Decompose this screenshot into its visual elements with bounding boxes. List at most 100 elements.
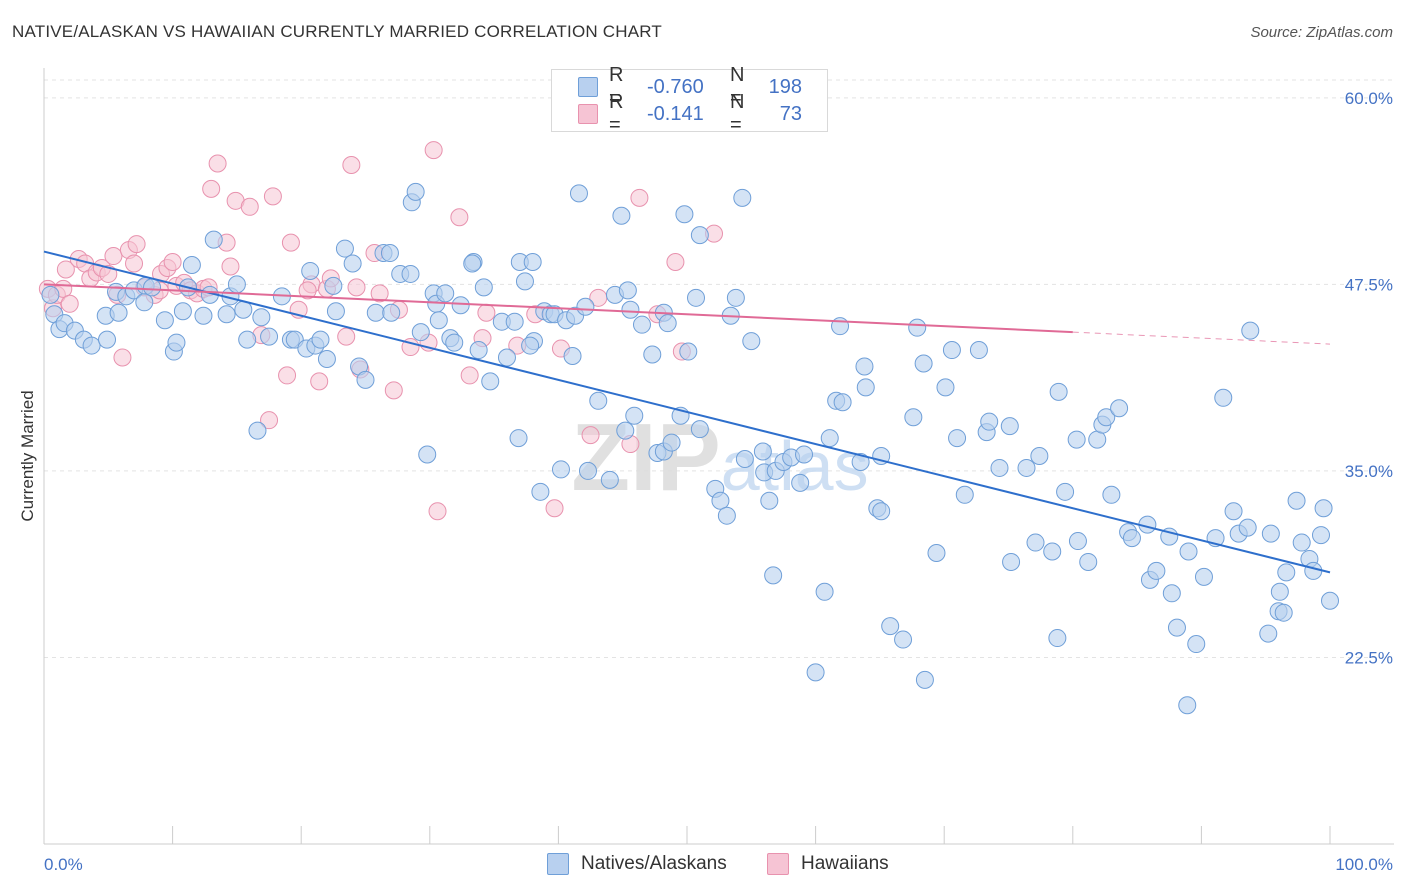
hawaiian-point [56,260,75,279]
native-alaskan-point [155,311,174,330]
axes [43,68,1394,845]
hawaiian-point [202,179,221,198]
native-alaskan-point [382,303,401,322]
hawaiian-point [347,278,366,297]
native-alaskan-point [1241,321,1260,340]
legend-label-hawaiians: Hawaiians [801,853,889,874]
native-alaskan-point [618,281,637,300]
native-alaskan-point [497,348,516,367]
hawaiian-point [221,257,240,276]
hawaiian-point [450,208,469,227]
native-alaskan-point [855,357,874,376]
native-alaskan-point [1048,629,1067,648]
native-alaskan-point [1178,696,1197,715]
native-alaskan-point [521,336,540,355]
legend-r-value: -0.760 [647,75,704,98]
native-alaskan-point [820,429,839,448]
chart-title: NATIVE/ALASKAN VS HAWAIIAN CURRENTLY MAR… [12,22,663,41]
native-alaskan-point [82,336,101,355]
native-alaskan-point [260,327,279,346]
native-alaskan-point [612,206,631,225]
native-alaskan-point [908,318,927,337]
native-alaskan-point [625,406,644,425]
native-alaskan-point [1194,567,1213,586]
native-alaskan-point [1079,552,1098,571]
native-alaskan-point [481,372,500,391]
hawaiian-point [163,253,182,271]
native-alaskan-point [856,378,875,397]
hawaiian-point [99,264,118,283]
native-alaskan-point [621,300,640,319]
native-alaskan-point [98,330,117,349]
native-alaskan-point [687,288,706,307]
native-alaskan-point [915,670,934,689]
native-alaskan-point [632,315,651,334]
native-alaskan-point [616,421,635,440]
native-alaskan-point [679,342,698,361]
native-alaskan-point [505,312,524,331]
hawaiian-point [370,284,389,303]
hawaiian-point [384,381,403,400]
native-alaskan-point [1270,582,1289,601]
native-alaskan-point [1056,482,1075,501]
hawaiian-point [127,235,146,254]
hawaiian-point [428,502,447,521]
native-alaskan-point [1068,532,1087,551]
native-alaskan-point [356,370,375,389]
native-alaskan-point [1224,502,1243,521]
hawaiian-point [113,348,132,367]
legend-r-value: -0.141 [647,102,704,125]
native-alaskan-point [1261,524,1280,543]
native-alaskan-point [1321,591,1339,610]
y-tick-label: 47.5% [1345,275,1393,294]
native-alaskan-point [1049,382,1068,401]
hawaiian-point [125,254,144,273]
native-alaskan-point [791,473,810,492]
native-alaskan-point [742,332,761,351]
native-alaskan-point [643,345,662,364]
native-alaskan-point [675,205,694,224]
native-alaskan-point [927,544,946,562]
legend-label-natives: Natives/Alaskans [581,853,727,874]
native-alaskan-point [1277,563,1296,582]
hawaiian-point [281,233,300,252]
native-alaskan-point [311,330,330,349]
native-alaskan-point [135,293,154,312]
native-alaskan-point [1274,603,1293,622]
native-alaskan-point [1088,430,1107,449]
native-alaskan-point [109,303,128,322]
native-alaskan-point [1017,458,1036,477]
hawaiian-point [260,411,279,430]
native-alaskan-point [914,354,933,373]
y-tick-label: 22.5% [1345,648,1393,667]
native-alaskan-point [735,449,754,468]
native-alaskan-point [1292,533,1311,552]
native-alaskan-point [948,429,967,448]
native-alaskan-point [760,491,779,510]
y-tick-label: 35.0% [1345,462,1393,481]
native-alaskan-point [238,330,257,349]
gridlines [44,79,1394,658]
hawaiian-point [60,294,79,313]
native-alaskan-point [324,276,343,295]
native-alaskan-point [317,350,336,368]
native-alaskan-point [726,288,745,307]
legend-r-label: R = [609,64,624,109]
native-alaskan-point [881,617,900,636]
hawaiian-point [310,372,329,391]
native-alaskan-point [143,278,162,297]
hawaiians-trend-extension [1072,331,1331,345]
native-alaskan-point [753,442,772,461]
hawaiian-point [477,303,496,322]
native-alaskan-point [1187,635,1206,654]
native-alaskan-point [717,506,736,525]
hawaiian-point [240,197,259,216]
native-alaskan-point [990,458,1009,477]
native-alaskan-point [969,341,988,360]
native-alaskan-point [167,333,186,352]
native-alaskan-point [406,182,425,201]
native-alaskan-point [418,445,437,464]
native-alaskan-point [1097,408,1116,427]
legend-n-label: N = [730,91,745,136]
